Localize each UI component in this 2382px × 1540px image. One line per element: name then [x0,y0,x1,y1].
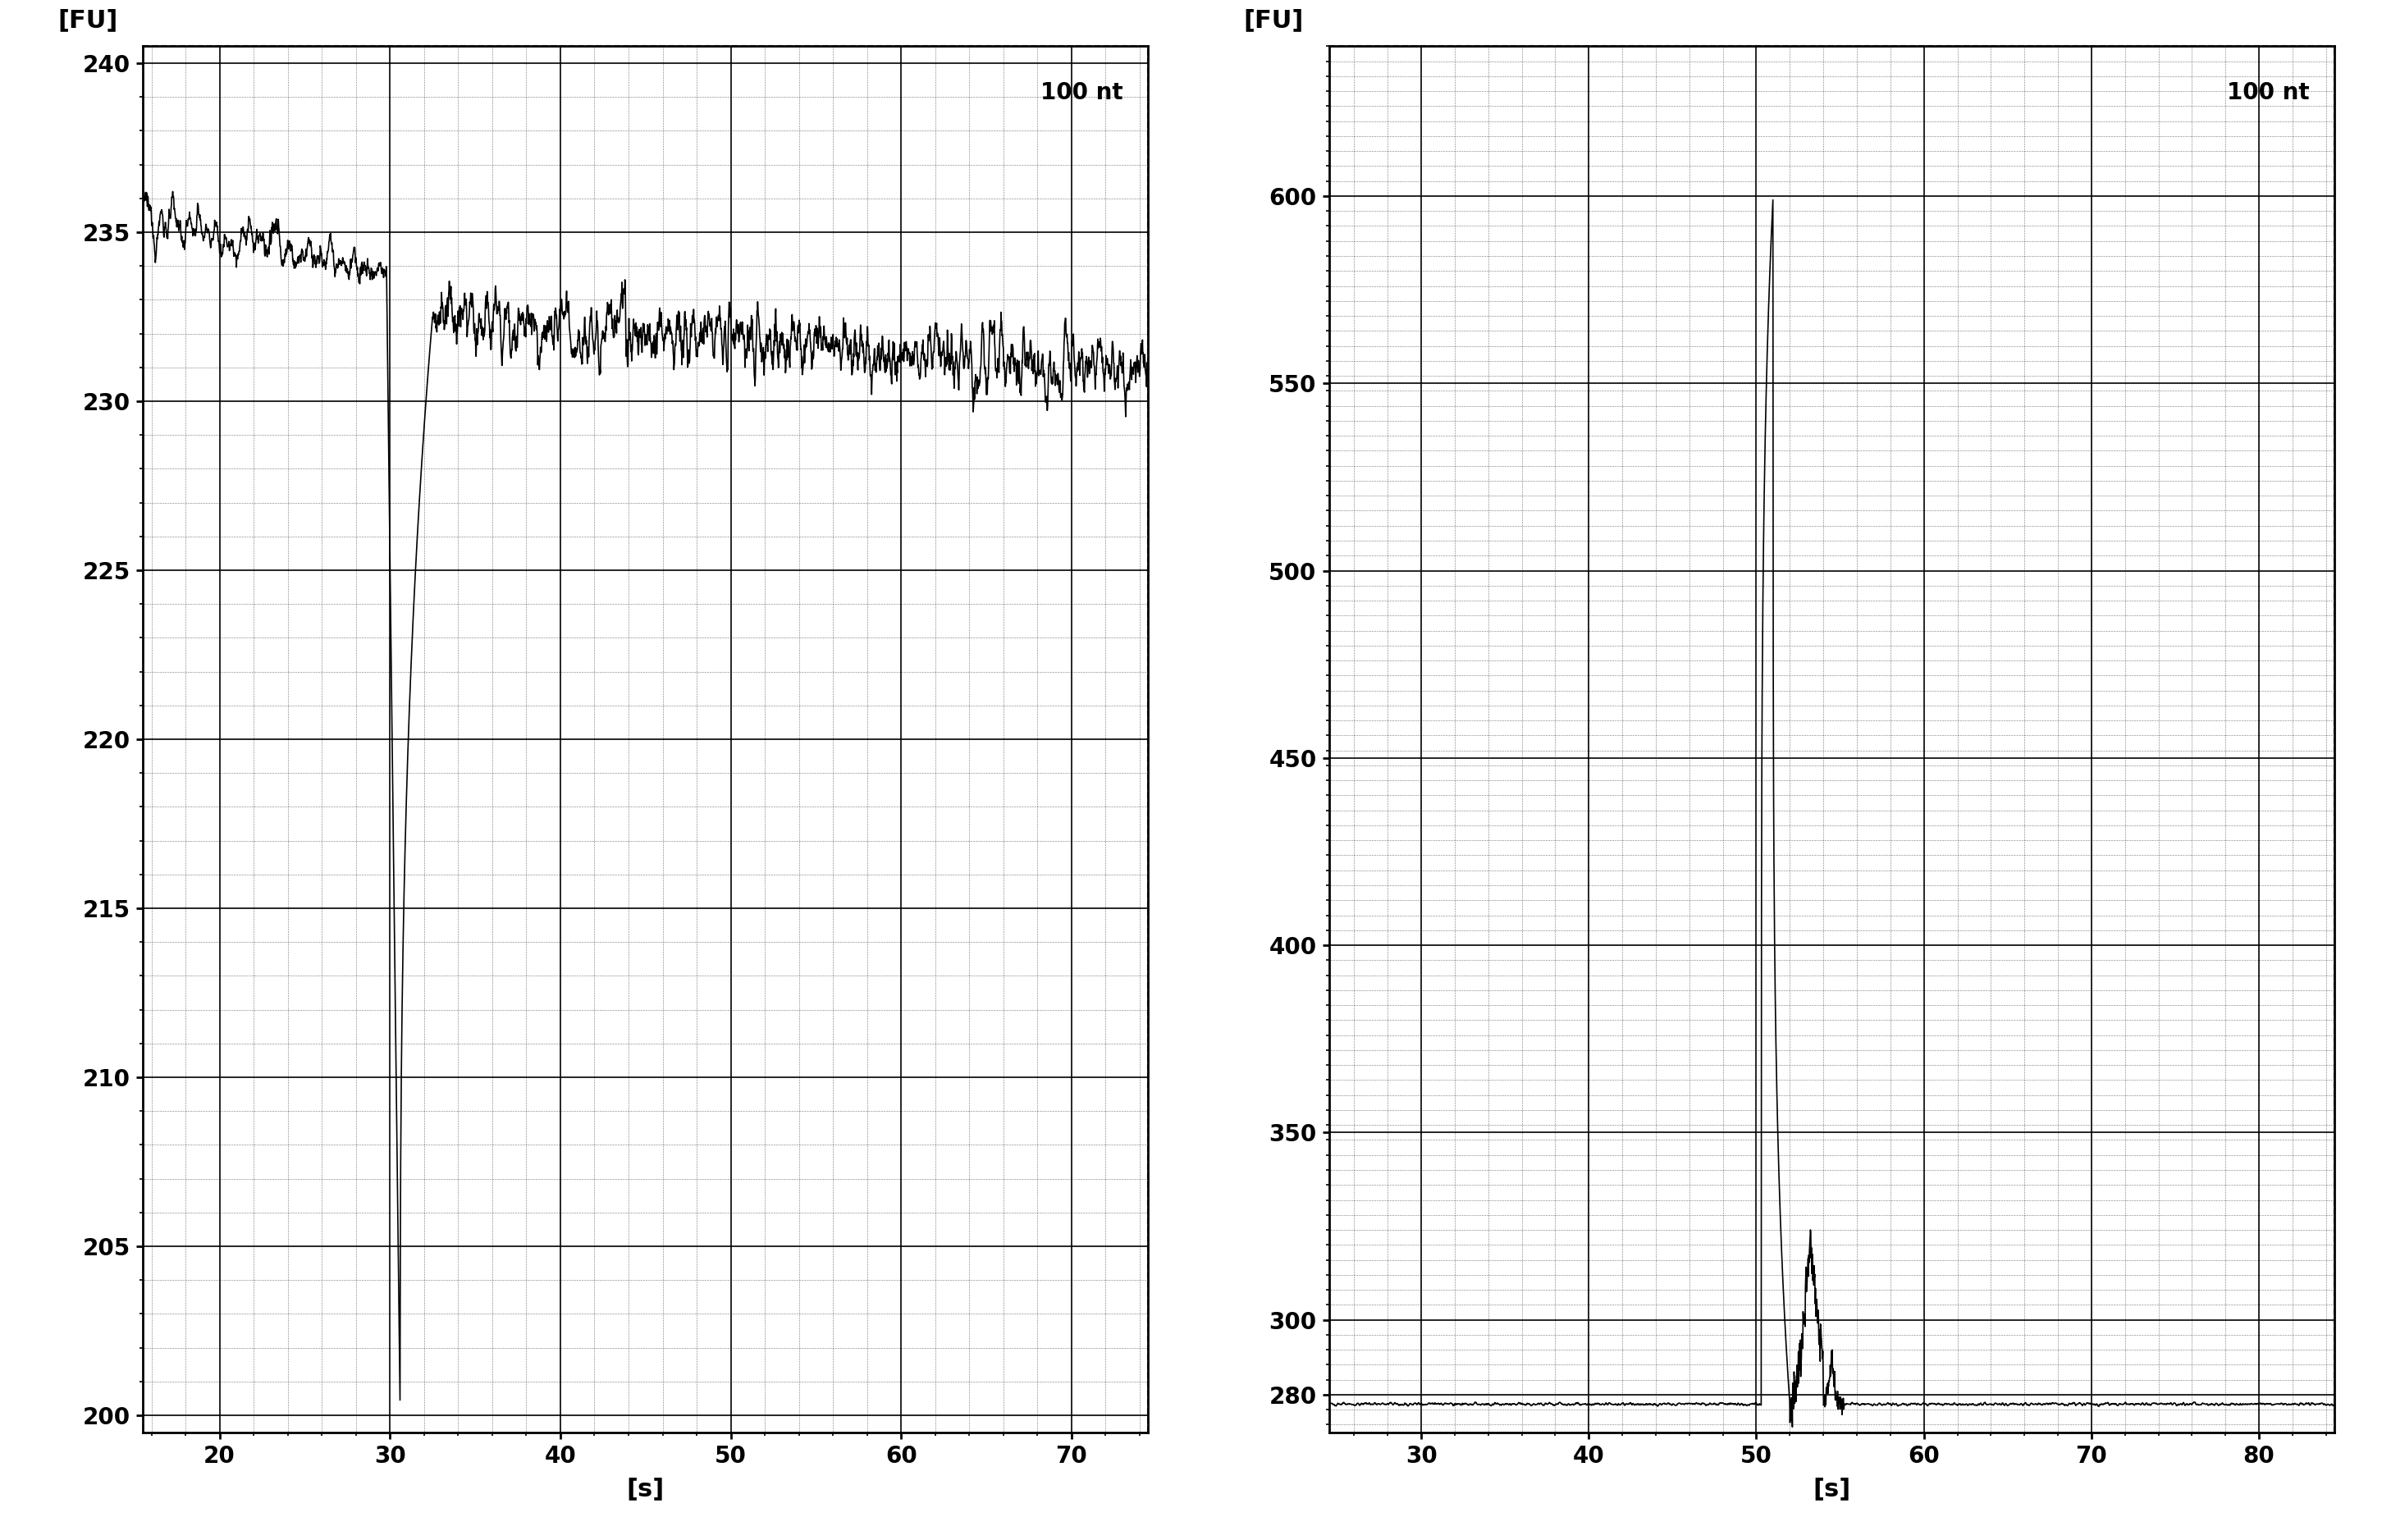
Text: 100 nt: 100 nt [2227,82,2308,103]
Y-axis label: [FU]: [FU] [57,9,117,32]
X-axis label: [s]: [s] [626,1477,665,1500]
Text: 100 nt: 100 nt [1041,82,1122,103]
X-axis label: [s]: [s] [1813,1477,1851,1500]
Y-axis label: [FU]: [FU] [1243,9,1303,32]
